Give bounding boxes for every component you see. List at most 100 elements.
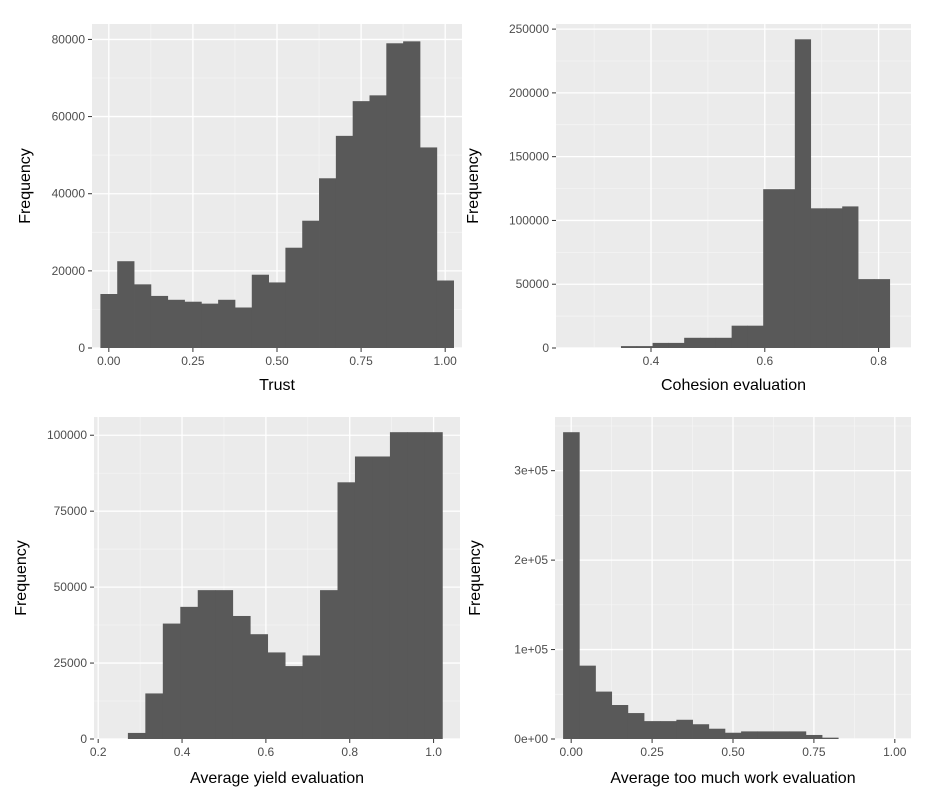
histogram-bar [372,456,391,739]
histogram-bar [826,208,843,348]
axes: 0.00 0.25 0.50 0.75 1.00 0 20000 40000 60000 8000… [52,32,458,368]
y-axis-title: Frequency [17,148,34,224]
x-axis-title: Average too much work evaluation [610,770,855,787]
histogram-bar [337,482,356,739]
histogram-bar [134,284,152,348]
x-tick-label: 0.50 [721,745,745,759]
histogram-bar [699,337,717,348]
y-tick-label: 1e+05 [514,643,548,657]
histogram-bar [285,666,303,739]
histogram-bar [611,705,629,739]
histogram-bar [127,732,146,739]
x-tick-label: 0.00 [560,745,584,759]
histogram-bar [842,206,859,348]
histogram-bar [620,346,638,348]
y-tick-label: 0 [80,732,87,746]
histogram-bar [232,615,251,739]
histogram-bar [167,299,185,348]
histogram-bar [215,590,234,739]
x-tick-label: 1.00 [434,354,458,368]
histogram-bar [805,734,823,739]
histogram-bar [636,346,654,348]
histogram-bar [285,247,303,348]
y-tick-label: 0 [78,341,85,355]
histogram-bar [352,101,370,349]
y-tick-label: 0e+00 [514,732,548,746]
histogram-bar [419,147,438,348]
bars [100,41,454,349]
histogram-bar [180,606,199,739]
histogram-bar [773,731,791,739]
histogram-bar [320,590,338,739]
histogram-bar [644,721,661,739]
histogram-bar [579,665,596,739]
histogram-bar [810,208,827,348]
histogram-bar [424,432,443,739]
y-tick-label: 200000 [509,86,549,100]
x-tick-label: 0.25 [181,354,205,368]
histogram-bar [302,655,321,739]
histogram-bar [251,274,269,348]
histogram-bar [197,590,216,739]
histogram-too-much-work: 0.00 0.25 0.50 0.75 1.00 0e+00 1e+05 2e+05 3e+05… [467,417,911,787]
axes: 0.4 0.6 0.8 0 50000 100000 150000 200000 250000 [509,22,887,368]
histogram-bar [369,95,387,348]
y-tick-label: 40000 [52,187,86,201]
histogram-bar [184,301,202,348]
histogram-bar [407,432,426,739]
x-tick-label: 0.75 [349,354,373,368]
histogram-bar [234,307,253,348]
histogram-bar [267,652,286,739]
histogram-panel-too-much-work: 0.00 0.25 0.50 0.75 1.00 0e+00 1e+05 2e+05 3e+05… [466,400,936,803]
histogram-bar [335,135,354,348]
y-tick-label: 0 [542,341,549,355]
histogram-bar [386,43,404,349]
histogram-panel-cohesion: 0.4 0.6 0.8 0 50000 100000 150000 200000 250000 C… [466,0,936,400]
histogram-cohesion: 0.4 0.6 0.8 0 50000 100000 150000 200000 250000 C… [466,22,911,394]
y-tick-label: 25000 [54,656,88,670]
y-axis-title: Frequency [466,148,482,224]
histogram-bar [794,39,812,348]
histogram-panel-yield: 0.2 0.4 0.6 0.8 1.0 0 25000 50000 75000 100000 Ave… [0,400,466,803]
histogram-bar [145,693,164,739]
histogram-bar [789,731,807,739]
bars [620,39,891,348]
x-tick-label: 0.4 [174,745,191,759]
histogram-bar [731,325,748,348]
y-tick-label: 20000 [52,264,86,278]
histogram-panel-trust: 0.00 0.25 0.50 0.75 1.00 0 20000 40000 60000 8000… [0,0,466,400]
x-tick-label: 0.25 [640,745,664,759]
histogram-bar [822,737,839,739]
histogram-bar [403,41,421,348]
histogram-bar [319,178,337,348]
y-tick-label: 250000 [509,22,549,36]
y-tick-label: 100000 [509,213,549,227]
y-tick-label: 2e+05 [514,553,548,567]
histogram-bar [150,295,169,348]
x-tick-label: 0.8 [870,354,887,368]
axes: 0.00 0.25 0.50 0.75 1.00 0e+00 1e+05 2e+05 3e+05 [514,464,907,759]
histogram-bar [708,728,726,739]
y-tick-label: 150000 [509,150,549,164]
x-tick-label: 0.2 [90,745,107,759]
histogram-yield: 0.2 0.4 0.6 0.8 1.0 0 25000 50000 75000 100000 Ave… [13,417,460,787]
histogram-bar [100,294,118,348]
x-axis-title: Trust [259,377,295,394]
histogram-bar [779,189,796,348]
x-tick-label: 1.00 [883,745,907,759]
histogram-bar [436,280,454,348]
histogram-bar [595,691,613,739]
x-tick-label: 0.6 [756,354,773,368]
histogram-bar [201,303,219,348]
histogram-bar [652,342,669,348]
histogram-bar [676,719,693,739]
histogram-bar [747,325,764,348]
y-tick-label: 80000 [52,32,86,46]
x-tick-label: 0.4 [643,354,660,368]
histogram-bar [757,731,774,739]
histogram-bar [741,731,758,739]
x-tick-label: 1.0 [425,745,442,759]
bars [563,432,839,739]
y-tick-label: 3e+05 [514,464,548,478]
